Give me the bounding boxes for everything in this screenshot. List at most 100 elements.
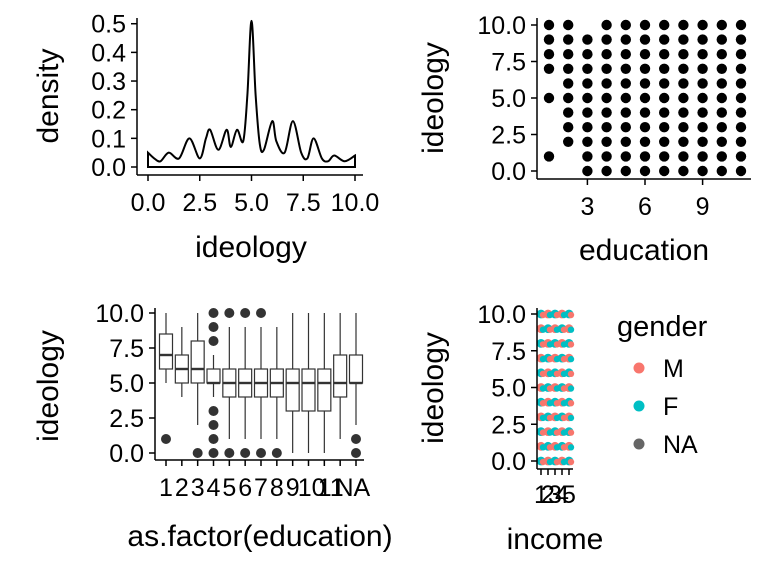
box-outlier bbox=[208, 434, 219, 444]
scatter-point bbox=[716, 107, 727, 118]
box-outlier bbox=[351, 448, 361, 458]
legend-key-dot bbox=[633, 400, 645, 412]
scatter-point bbox=[697, 151, 708, 162]
boxplot-x-axis-label: as.factor(education) bbox=[127, 520, 392, 553]
density-y-axis-label: density bbox=[32, 48, 65, 143]
scatter-point bbox=[582, 34, 593, 45]
income-y-tick-label: 7.5 bbox=[491, 338, 526, 366]
scatter-point bbox=[639, 63, 651, 74]
scatter-point bbox=[716, 122, 727, 133]
scatter-point bbox=[716, 34, 727, 45]
box-outlier bbox=[256, 308, 266, 318]
scatter-point bbox=[543, 34, 555, 45]
scatter-point bbox=[735, 136, 747, 147]
education-y-tick-label: 0.0 bbox=[491, 158, 526, 186]
density-y-tick-label: 0.2 bbox=[91, 97, 126, 125]
scatter-point bbox=[735, 34, 747, 45]
income-point bbox=[567, 458, 575, 466]
box-body bbox=[190, 340, 205, 384]
scatter-point bbox=[735, 49, 747, 60]
education-x-tick-label: 3 bbox=[580, 193, 594, 221]
density-y-tick-label: 0.5 bbox=[91, 11, 126, 39]
density-marks bbox=[147, 19, 356, 168]
scatter-point bbox=[659, 136, 670, 147]
scatter-point bbox=[620, 78, 631, 89]
scatter-point bbox=[601, 151, 612, 162]
scatter-point bbox=[601, 49, 612, 60]
scatter-point bbox=[543, 63, 555, 74]
scatter-point bbox=[735, 107, 747, 118]
box-outlier bbox=[208, 420, 219, 430]
income-point bbox=[567, 311, 575, 319]
scatter-point bbox=[563, 34, 574, 45]
scatter-point bbox=[639, 19, 651, 31]
scatter-point bbox=[697, 78, 708, 89]
scatter-point bbox=[620, 107, 631, 118]
boxplot-y-tick-label: 0.0 bbox=[109, 440, 144, 468]
scatter-point bbox=[601, 136, 612, 147]
scatter-point bbox=[697, 165, 708, 177]
scatter-point bbox=[697, 92, 708, 104]
box-body bbox=[206, 368, 221, 384]
scatter-point bbox=[659, 92, 670, 104]
box-outlier bbox=[208, 308, 219, 318]
boxplot-x-tick-label: 10 bbox=[298, 474, 326, 502]
education-y-ticks: 0.0 2.5 5.0 7.5 10.0 bbox=[477, 12, 537, 186]
scatter-point bbox=[735, 63, 747, 74]
scatter-point bbox=[601, 107, 612, 118]
scatter-point bbox=[639, 136, 651, 147]
scatter-point bbox=[678, 136, 689, 147]
density-y-tick-label: 0.1 bbox=[91, 125, 126, 153]
box-body bbox=[317, 368, 332, 412]
scatter-point bbox=[582, 107, 593, 118]
boxplot-x-tick-label: 3 bbox=[191, 474, 205, 502]
legend-key-dot bbox=[633, 362, 645, 374]
legend-entries: MF NA bbox=[633, 355, 698, 459]
legend-title: gender bbox=[617, 311, 708, 343]
gender-legend: gender MF NA bbox=[617, 311, 708, 459]
scatter-point bbox=[620, 92, 631, 104]
income-y-tick-label: 10.0 bbox=[477, 301, 526, 329]
box-outlier bbox=[208, 336, 219, 346]
box-body bbox=[301, 368, 316, 412]
scatter-point bbox=[582, 49, 593, 60]
scatter-point bbox=[716, 165, 727, 177]
scatter-point bbox=[697, 49, 708, 60]
scatter-point bbox=[563, 107, 574, 118]
scatter-point bbox=[601, 63, 612, 74]
scatter-point bbox=[697, 136, 708, 147]
box-outlier bbox=[351, 434, 361, 444]
scatter-point bbox=[601, 19, 612, 31]
income-point bbox=[567, 326, 575, 333]
scatter-point bbox=[735, 151, 747, 162]
density-x-tick-label: 7.5 bbox=[286, 189, 321, 217]
scatter-point bbox=[659, 165, 670, 177]
income-y-tick-label: 0.0 bbox=[491, 448, 526, 476]
scatter-point bbox=[735, 165, 747, 177]
scatter-point bbox=[659, 19, 670, 31]
scatter-point bbox=[697, 122, 708, 133]
scatter-point bbox=[620, 19, 631, 31]
density-curve bbox=[147, 19, 356, 168]
scatter-point bbox=[563, 63, 574, 74]
scatter-point bbox=[697, 19, 708, 31]
scatter-point bbox=[735, 78, 747, 89]
scatter-point bbox=[639, 78, 651, 89]
box-outlier bbox=[161, 434, 171, 444]
scatter-point bbox=[659, 63, 670, 74]
scatter-point bbox=[582, 78, 593, 89]
boxplot-x-tick-label: 2 bbox=[175, 474, 189, 502]
education-y-axis-label: ideology bbox=[417, 42, 450, 154]
box-body bbox=[158, 333, 174, 370]
scatter-point bbox=[543, 92, 555, 104]
income-y-axis-label: ideology bbox=[417, 332, 450, 444]
scatter-point bbox=[678, 49, 689, 60]
scatter-point bbox=[716, 92, 727, 104]
scatter-point bbox=[678, 122, 689, 133]
box-outlier bbox=[224, 448, 235, 458]
education-x-tick-label: 9 bbox=[696, 193, 710, 221]
income-point bbox=[567, 444, 575, 451]
scatter-point bbox=[678, 107, 689, 118]
scatter-point bbox=[639, 151, 651, 162]
